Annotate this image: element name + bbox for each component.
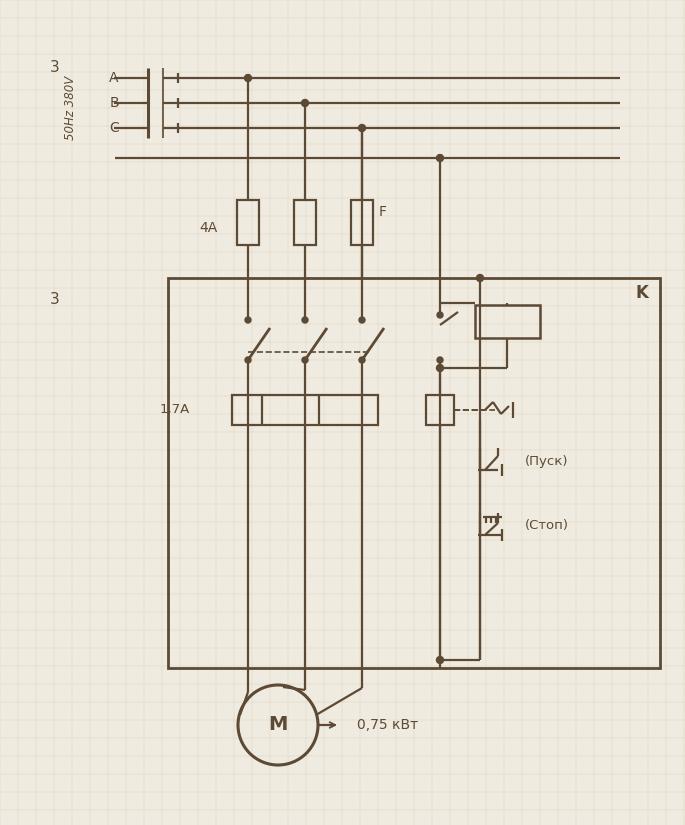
Text: C: C: [109, 121, 119, 135]
Circle shape: [358, 125, 366, 131]
Text: F: F: [379, 205, 387, 219]
Text: (Стоп): (Стоп): [525, 518, 569, 531]
Bar: [232, 395, 378, 425]
Text: 4A: 4A: [199, 221, 217, 235]
Bar: [168, 278, 660, 668]
Text: 3: 3: [50, 293, 60, 308]
Circle shape: [436, 365, 443, 371]
Circle shape: [359, 357, 365, 363]
Circle shape: [359, 317, 365, 323]
Circle shape: [437, 357, 443, 363]
Bar: [426, 395, 454, 425]
Circle shape: [302, 357, 308, 363]
Text: 0,75 кВт: 0,75 кВт: [358, 718, 419, 732]
Circle shape: [437, 312, 443, 318]
Circle shape: [477, 275, 484, 281]
Circle shape: [436, 657, 443, 663]
Text: A: A: [109, 71, 119, 85]
Text: B: B: [109, 96, 119, 110]
Text: 50Hz 380V: 50Hz 380V: [64, 76, 77, 140]
Bar: [475, 305, 540, 338]
Circle shape: [436, 154, 443, 162]
Circle shape: [245, 317, 251, 323]
Text: M: M: [269, 715, 288, 734]
Circle shape: [245, 74, 251, 82]
Bar: [351, 200, 373, 245]
Circle shape: [301, 100, 308, 106]
Text: (Пуск): (Пуск): [525, 455, 569, 469]
Bar: [237, 200, 259, 245]
Bar: [294, 200, 316, 245]
Circle shape: [302, 317, 308, 323]
Circle shape: [245, 357, 251, 363]
Text: 3: 3: [50, 60, 60, 76]
Text: 1,7A: 1,7A: [160, 403, 190, 417]
Text: K: K: [636, 284, 649, 302]
